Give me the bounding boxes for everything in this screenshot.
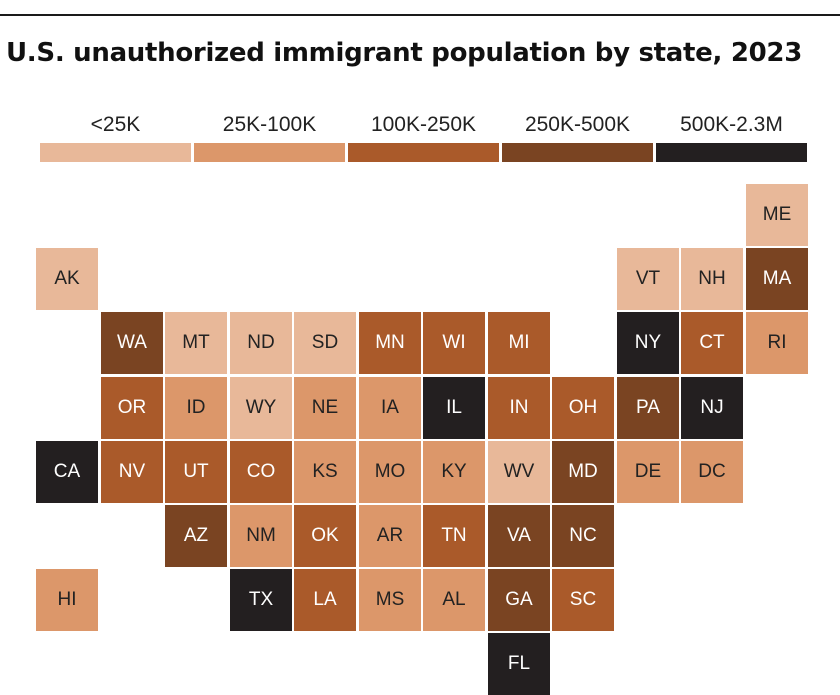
legend-label: 500K-2.3M bbox=[680, 113, 783, 136]
state-tile-ma: MA bbox=[746, 248, 808, 310]
legend-swatch bbox=[40, 143, 191, 162]
state-tile-md: MD bbox=[552, 441, 614, 503]
state-tile-ia: IA bbox=[359, 377, 421, 439]
legend-label: <25K bbox=[90, 113, 141, 136]
state-tile-ms: MS bbox=[359, 569, 421, 631]
state-tile-la: LA bbox=[294, 569, 356, 631]
legend: <25K 25K-100K 100K-250K 250K-500K 500K-2.3M bbox=[0, 0, 840, 170]
state-tile-wv: WV bbox=[488, 441, 550, 503]
state-tile-nj: NJ bbox=[681, 377, 743, 439]
state-tile-wy: WY bbox=[230, 377, 292, 439]
state-tile-oh: OH bbox=[552, 377, 614, 439]
state-tile-tn: TN bbox=[423, 505, 485, 567]
state-tile-nh: NH bbox=[681, 248, 743, 310]
state-tile-nv: NV bbox=[101, 441, 163, 503]
state-tile-ri: RI bbox=[746, 312, 808, 374]
state-tile-ne: NE bbox=[294, 377, 356, 439]
state-tile-tx: TX bbox=[230, 569, 292, 631]
state-tile-wi: WI bbox=[423, 312, 485, 374]
top-rule bbox=[0, 14, 840, 16]
legend-swatch bbox=[502, 143, 653, 162]
legend-label: 100K-250K bbox=[370, 113, 477, 136]
state-tile-va: VA bbox=[488, 505, 550, 567]
state-tile-ks: KS bbox=[294, 441, 356, 503]
state-tile-mn: MN bbox=[359, 312, 421, 374]
state-tile-de: DE bbox=[617, 441, 679, 503]
state-tile-nd: ND bbox=[230, 312, 292, 374]
legend-label: 25K-100K bbox=[222, 113, 317, 136]
state-tile-ct: CT bbox=[681, 312, 743, 374]
state-tile-nm: NM bbox=[230, 505, 292, 567]
tile-map: ME AK VT NH MA WA MT ND SD MN WI MI NY CT RI OR ID WY NE IA… bbox=[36, 184, 808, 695]
state-tile-ut: UT bbox=[165, 441, 227, 503]
state-tile-sc: SC bbox=[552, 569, 614, 631]
state-tile-vt: VT bbox=[617, 248, 679, 310]
state-tile-ar: AR bbox=[359, 505, 421, 567]
state-tile-ak: AK bbox=[36, 248, 98, 310]
state-tile-ca: CA bbox=[36, 441, 98, 503]
chart-title: U.S. unauthorized immigrant population b… bbox=[6, 38, 802, 68]
state-tile-ga: GA bbox=[488, 569, 550, 631]
state-tile-az: AZ bbox=[165, 505, 227, 567]
state-tile-ky: KY bbox=[423, 441, 485, 503]
state-tile-dc: DC bbox=[681, 441, 743, 503]
state-tile-il: IL bbox=[423, 377, 485, 439]
state-tile-id: ID bbox=[165, 377, 227, 439]
legend-swatch bbox=[194, 143, 345, 162]
legend-item: 100K-250K bbox=[348, 110, 499, 162]
legend-item: 25K-100K bbox=[194, 110, 345, 162]
legend-swatch bbox=[348, 143, 499, 162]
state-tile-nc: NC bbox=[552, 505, 614, 567]
state-tile-mo: MO bbox=[359, 441, 421, 503]
legend-item: 250K-500K bbox=[502, 110, 653, 162]
state-tile-in: IN bbox=[488, 377, 550, 439]
state-tile-ok: OK bbox=[294, 505, 356, 567]
state-tile-wa: WA bbox=[101, 312, 163, 374]
state-tile-fl: FL bbox=[488, 633, 550, 695]
legend-swatch bbox=[656, 143, 807, 162]
state-tile-hi: HI bbox=[36, 569, 98, 631]
state-tile-pa: PA bbox=[617, 377, 679, 439]
state-tile-me: ME bbox=[746, 184, 808, 246]
legend-item: 500K-2.3M bbox=[656, 110, 807, 162]
state-tile-or: OR bbox=[101, 377, 163, 439]
state-tile-al: AL bbox=[423, 569, 485, 631]
state-tile-co: CO bbox=[230, 441, 292, 503]
state-tile-mt: MT bbox=[165, 312, 227, 374]
state-tile-mi: MI bbox=[488, 312, 550, 374]
legend-label: 250K-500K bbox=[524, 113, 631, 136]
state-tile-ny: NY bbox=[617, 312, 679, 374]
legend-item: <25K bbox=[40, 110, 191, 162]
state-tile-sd: SD bbox=[294, 312, 356, 374]
